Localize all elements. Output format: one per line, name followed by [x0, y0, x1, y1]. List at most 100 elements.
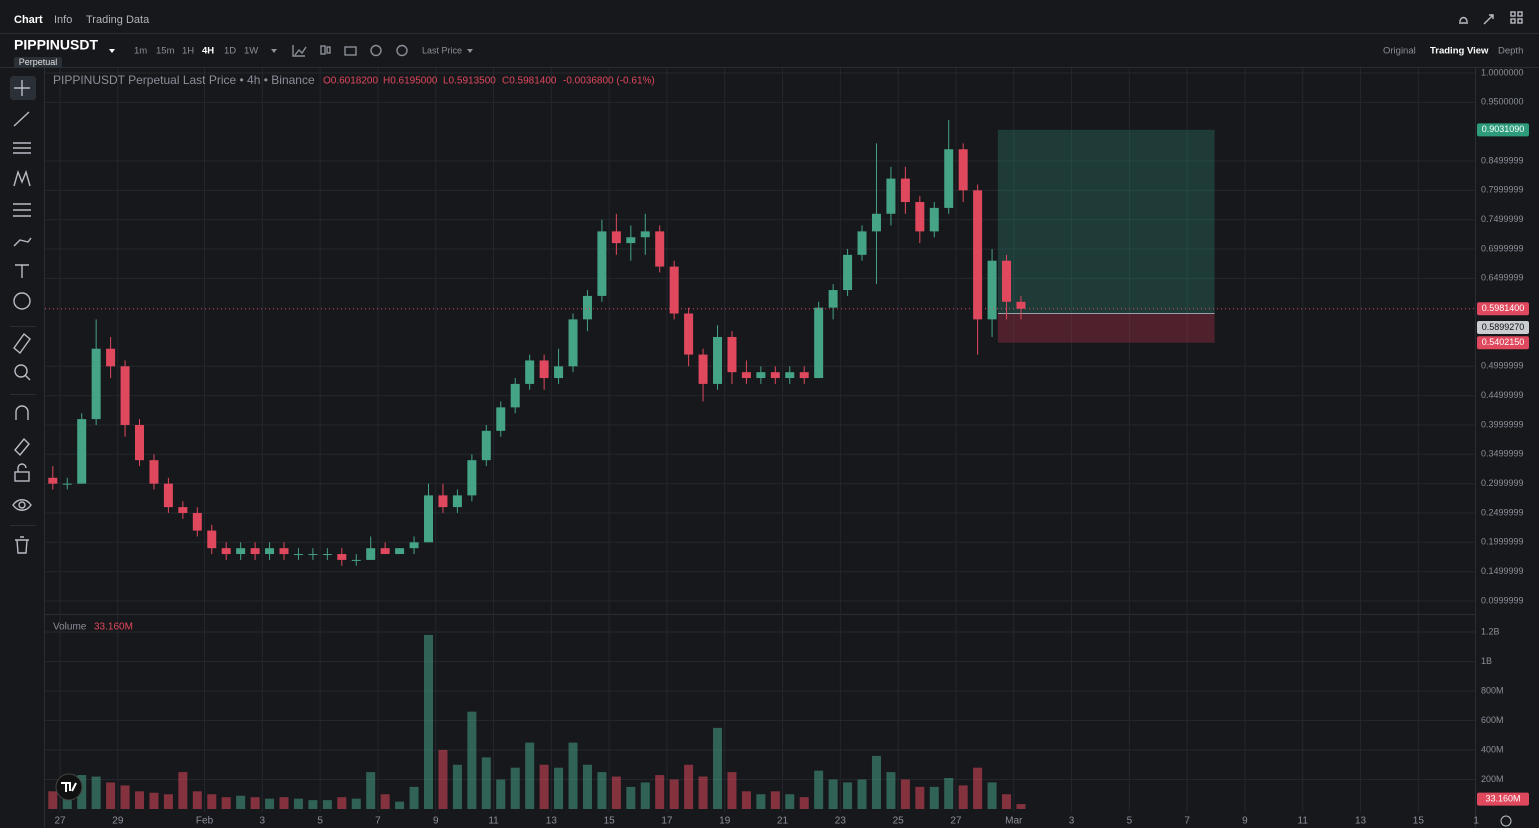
symbol[interactable]: PIPPINUSDT: [14, 37, 98, 53]
y-tick-label: 0.9500000: [1481, 97, 1524, 107]
y2-tick-label: 600M: [1481, 715, 1504, 725]
legend-value: O0.6018200: [323, 76, 378, 87]
settings-icon[interactable]: [1500, 815, 1512, 827]
candle-body: [380, 548, 390, 555]
dropdown-arrow[interactable]: [467, 49, 473, 53]
candle-body: [741, 372, 751, 379]
price-badge-label: 0.9031090: [1482, 124, 1525, 134]
drawing-toolbar[interactable]: [10, 76, 36, 554]
x-tick-label: 15: [604, 816, 616, 827]
volume-bar: [409, 786, 419, 809]
candle-body: [322, 554, 332, 556]
volume-bar: [322, 800, 332, 809]
view-option[interactable]: Trading View: [1430, 46, 1489, 57]
candle-body: [900, 178, 910, 203]
volume-bar: [452, 764, 462, 809]
y-tick-label: 0.8499999: [1481, 155, 1524, 165]
candle-body: [684, 313, 694, 355]
volume-bar: [871, 755, 881, 809]
y-tick-label: 0.1999999: [1481, 537, 1524, 547]
candle-body: [929, 207, 939, 232]
candle-body: [452, 495, 462, 508]
candle-body: [597, 231, 607, 296]
candle-body: [554, 366, 564, 379]
volume-bar: [640, 782, 650, 809]
volume-bar: [929, 786, 939, 809]
volume-bar: [178, 772, 188, 809]
price-badge-label: 0.5899270: [1482, 322, 1525, 332]
dropdown-arrow[interactable]: [109, 49, 115, 53]
candle-body: [539, 360, 549, 379]
candle-body: [409, 542, 419, 549]
volume-bar: [438, 750, 448, 809]
profit-zone: [997, 129, 1215, 314]
legend-value: H0.6195000: [383, 76, 438, 87]
candle-body: [221, 548, 231, 555]
tab[interactable]: Chart: [14, 14, 43, 26]
x-tick-label: 13: [546, 816, 558, 827]
x-tick-label: 3: [260, 816, 266, 827]
volume-bar: [149, 792, 159, 809]
candle-body: [843, 254, 853, 291]
y-tick-label: 0.0999999: [1481, 595, 1524, 605]
x-tick-label: 5: [1127, 816, 1133, 827]
y-tick-label: 0.1499999: [1481, 566, 1524, 576]
chart-tool-icons[interactable]: [292, 44, 408, 57]
volume-bar: [525, 742, 535, 809]
x-tick-label: 17: [661, 816, 673, 827]
badge: [14, 57, 62, 68]
candle-body: [915, 202, 925, 232]
interval[interactable]: 1W: [244, 46, 258, 57]
candle-body: [958, 149, 968, 191]
y2-tick-label: 1B: [1481, 656, 1492, 666]
tab[interactable]: Trading Data: [86, 14, 150, 26]
candle-body: [308, 554, 318, 556]
view-option[interactable]: Depth: [1498, 46, 1523, 57]
price-badge-label: 33.160M: [1485, 793, 1520, 803]
x-tick-label: Feb: [196, 816, 214, 827]
candle-body: [799, 372, 809, 379]
interval[interactable]: 1D: [224, 46, 236, 57]
interval[interactable]: 15m: [156, 46, 175, 57]
candle-body: [265, 548, 275, 555]
y-tick-label: 0.3999999: [1481, 419, 1524, 429]
volume-bar: [91, 776, 101, 809]
price-badge: [1477, 302, 1529, 316]
x-tick-label: 13: [1355, 816, 1367, 827]
candle-body: [669, 266, 679, 314]
interval[interactable]: 1H: [182, 46, 194, 57]
view-option[interactable]: Original: [1383, 46, 1416, 57]
dropdown-arrow[interactable]: [271, 49, 277, 53]
candle-body: [351, 559, 361, 561]
volume-bar: [337, 797, 347, 809]
candle-body: [727, 336, 737, 373]
x-tick-label: 7: [375, 816, 381, 827]
y-tick-label: 1.0000000: [1481, 67, 1524, 77]
candle-body: [871, 213, 881, 232]
candle-body: [814, 307, 824, 379]
candle-body: [207, 530, 217, 549]
y-tick-label: 0.4999999: [1481, 361, 1524, 371]
volume-bar: [582, 764, 592, 809]
volume-bar: [597, 772, 607, 809]
volume-bar: [568, 742, 578, 809]
interval[interactable]: 4H: [202, 46, 214, 57]
volume-bar: [756, 794, 766, 809]
legend-value: C0.5981400: [502, 76, 557, 87]
volume-bar: [814, 770, 824, 809]
header-icons[interactable]: [1459, 11, 1523, 25]
candle-body: [496, 407, 506, 431]
y2-tick-label: 800M: [1481, 685, 1504, 695]
volume-bar: [958, 785, 968, 809]
volume-bar: [987, 782, 997, 809]
y2-tick-label: 1.2B: [1481, 626, 1500, 636]
volume-bar: [828, 779, 838, 809]
tab[interactable]: Info: [54, 14, 72, 26]
candle-body: [424, 495, 434, 543]
candle-body: [120, 366, 130, 425]
volume-bar: [424, 634, 434, 809]
interval[interactable]: 1m: [134, 46, 147, 57]
price-source[interactable]: Last Price: [422, 45, 462, 55]
x-tick-label: 23: [835, 816, 847, 827]
